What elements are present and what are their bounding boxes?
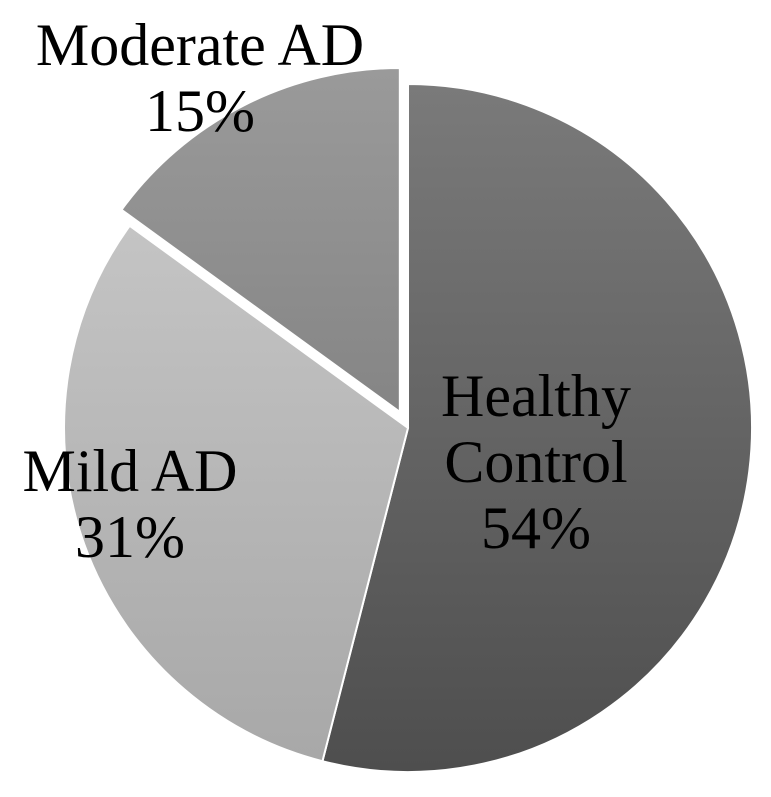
slice-label-healthy-control: Healthy Control 54% — [441, 363, 631, 561]
pie-slices — [63, 66, 753, 773]
slice-labels: Healthy Control 54% Mild AD 31% Moderate AD 15… — [22, 12, 630, 570]
slice-name-label: Control — [444, 429, 627, 495]
slice-name-label: Moderate AD — [36, 12, 364, 78]
pie-slice-healthy-control — [321, 82, 753, 773]
slice-percent-label: 54% — [481, 495, 591, 561]
slice-label-moderate-ad: Moderate AD 15% — [36, 12, 364, 144]
slice-label-mild-ad: Mild AD 31% — [22, 438, 237, 570]
pie-slice-mild-ad — [63, 224, 410, 763]
slice-percent-label: 15% — [145, 78, 255, 144]
pie-slice-moderate-ad — [120, 66, 401, 414]
slice-name-label: Healthy — [441, 363, 631, 429]
slice-name-label: Mild AD — [22, 438, 237, 504]
slice-percent-label: 31% — [75, 504, 185, 570]
